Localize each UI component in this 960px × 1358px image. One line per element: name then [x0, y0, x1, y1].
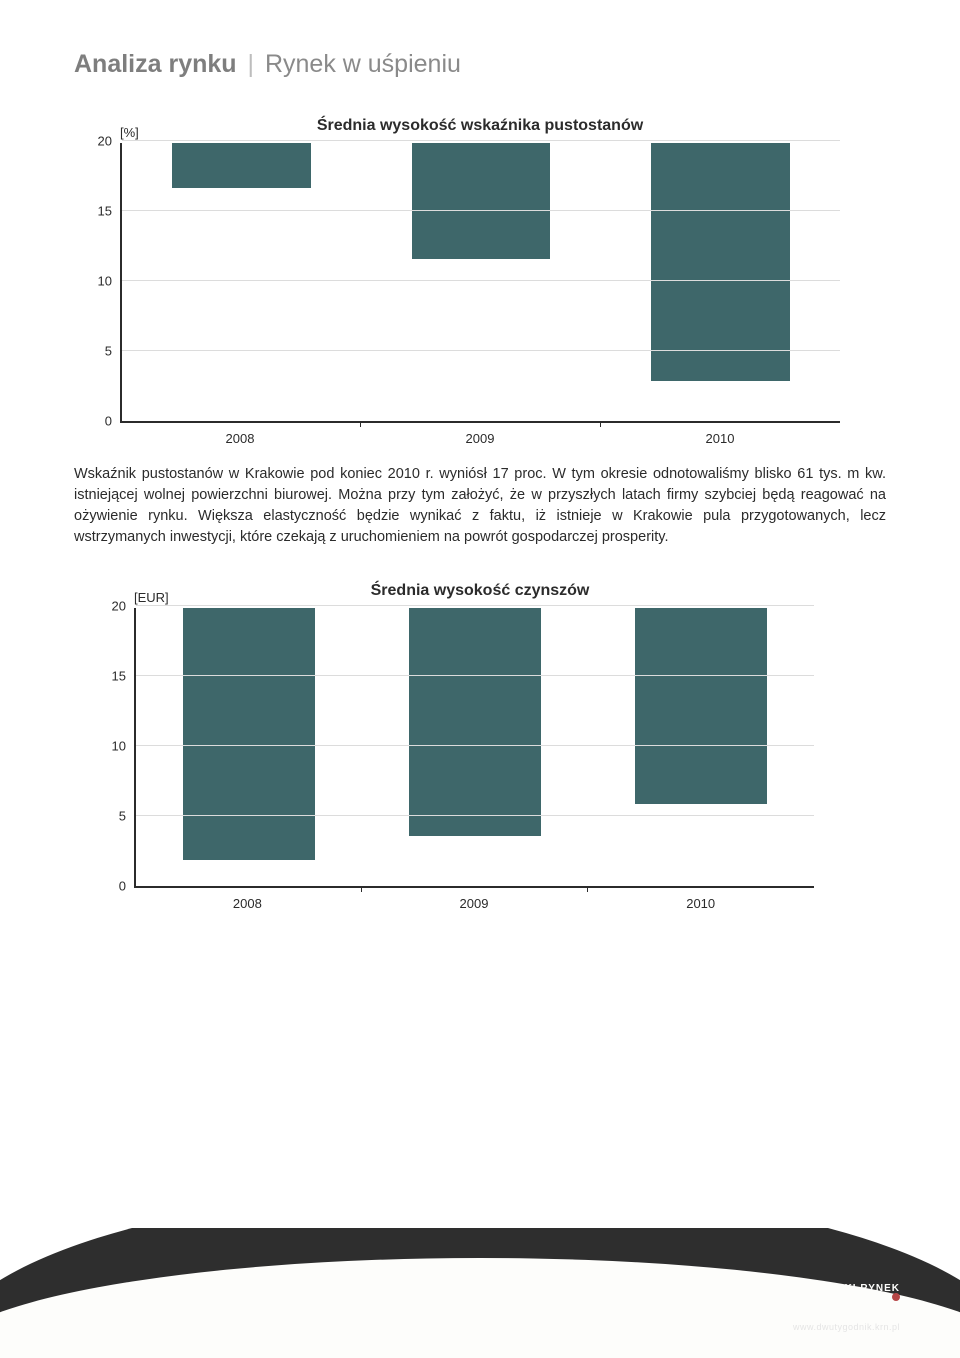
page-number: 11 [60, 1322, 77, 1340]
brand-block: KRAKOWSKI RYNEK NIERUCHOMOŚCI www.dwutyg… [653, 1284, 900, 1332]
bar-slot [122, 143, 361, 421]
xtick-mark [360, 421, 361, 427]
bar-slot [361, 143, 600, 421]
chart1-xlabels: 200820092010 [120, 431, 840, 446]
xtick-mark [587, 886, 588, 892]
chart2-y-unit: [EUR] [134, 590, 169, 605]
ytick-label: 15 [112, 669, 136, 684]
gridline [136, 815, 814, 816]
xtick-mark [600, 421, 601, 427]
page-header: Analiza rynku | Rynek w uśpieniu [74, 50, 886, 79]
gridline [122, 210, 840, 211]
xtick-label: 2009 [360, 431, 600, 446]
gridline [122, 280, 840, 281]
body-paragraph: Wskaźnik pustostanów w Krakowie pod koni… [74, 464, 886, 548]
page: Analiza rynku | Rynek w uśpieniu Średnia… [0, 0, 960, 1358]
bar [409, 608, 540, 836]
chart1-y-unit: [%] [120, 125, 139, 140]
ytick-label: 10 [112, 739, 136, 754]
chart2: [EUR] 05101520 200820092010 [134, 608, 814, 911]
gridline [136, 745, 814, 746]
bar [635, 608, 766, 804]
brand-url: www.dwutygodnik.krn.pl [653, 1323, 900, 1332]
footer-band: 11 KRAKOWSKI RYNEK NIERUCHOMOŚCI www.dwu… [0, 1228, 960, 1358]
bar-slot [136, 608, 362, 886]
header-subtitle: Rynek w uśpieniu [265, 50, 461, 78]
xtick-label: 2010 [600, 431, 840, 446]
chart2-bars [136, 608, 814, 886]
bar-slot [362, 608, 588, 886]
ytick-label: 10 [98, 274, 122, 289]
header-section: Analiza rynku [74, 50, 237, 78]
xtick-label: 2009 [361, 896, 588, 911]
ytick-label: 5 [119, 809, 136, 824]
ytick-label: 5 [105, 344, 122, 359]
ytick-label: 20 [112, 599, 136, 614]
header-separator: | [244, 50, 259, 78]
xtick-label: 2008 [134, 896, 361, 911]
brand-big-text: NIERUCHOMOŚCI [653, 1293, 891, 1322]
gridline [136, 605, 814, 606]
gridline [122, 350, 840, 351]
gridline [136, 675, 814, 676]
bar [651, 143, 790, 381]
chart1-title: Średnia wysokość wskaźnika pustostanów [74, 117, 886, 135]
chart2-title: Średnia wysokość czynszów [74, 582, 886, 600]
bar-slot [588, 608, 814, 886]
chart1-plot: 05101520 [120, 143, 840, 423]
bar-slot [601, 143, 840, 421]
gridline [122, 140, 840, 141]
ytick-label: 15 [98, 204, 122, 219]
chart1: [%] 05101520 200820092010 [120, 143, 840, 446]
xtick-label: 2008 [120, 431, 360, 446]
bar [183, 608, 314, 860]
chart1-bars [122, 143, 840, 421]
brand-big: NIERUCHOMOŚCI [653, 1295, 900, 1321]
ytick-label: 20 [98, 134, 122, 149]
xtick-mark [361, 886, 362, 892]
ytick-label: 0 [105, 414, 122, 429]
bar [172, 143, 311, 188]
chart2-plot: 05101520 [134, 608, 814, 888]
ytick-label: 0 [119, 879, 136, 894]
chart2-xlabels: 200820092010 [134, 896, 814, 911]
xtick-label: 2010 [587, 896, 814, 911]
brand-dot-icon [892, 1293, 900, 1301]
bar [412, 143, 551, 259]
